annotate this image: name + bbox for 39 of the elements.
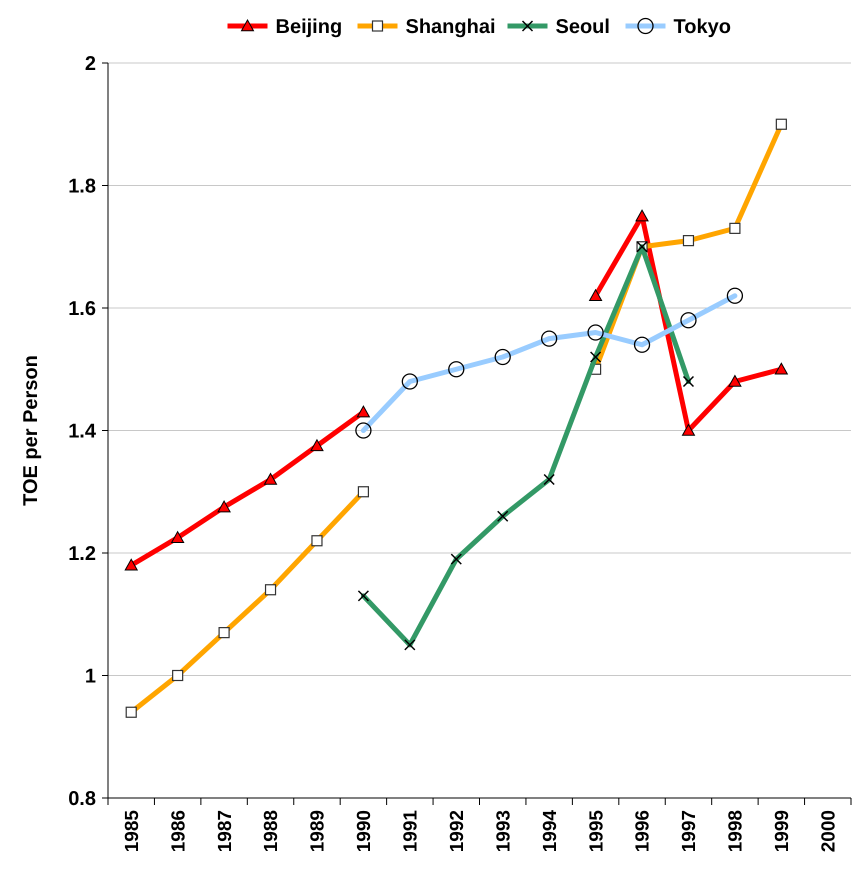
legend-label: Shanghai — [406, 16, 496, 38]
x-tick-label: 1997 — [679, 810, 700, 852]
point — [728, 375, 742, 387]
y-tick-label: 1.2 — [68, 543, 96, 565]
legend-label: Beijing — [276, 16, 342, 38]
x-tick-label: 1991 — [400, 810, 422, 852]
y-tick-label: 1.4 — [68, 420, 97, 442]
x-tick-label: 1988 — [261, 810, 282, 852]
x-tick-label: 1994 — [540, 810, 561, 852]
y-tick-label: 1.6 — [68, 298, 96, 320]
point — [774, 362, 788, 375]
y-tick-label: 2 — [84, 53, 96, 75]
y-tick-label: 0.8 — [68, 788, 96, 810]
point — [636, 210, 649, 222]
x-tick-label: 1998 — [726, 810, 747, 852]
x-tick-label: 1992 — [446, 810, 468, 852]
point — [356, 406, 370, 418]
legend-label: Tokyo — [674, 16, 731, 38]
point — [171, 531, 184, 543]
point — [124, 558, 138, 571]
x-tick-label: 1985 — [122, 810, 143, 852]
x-tick-label: 2000 — [818, 810, 840, 852]
point — [218, 500, 231, 512]
x-tick-label: 1996 — [632, 810, 654, 852]
point — [682, 424, 695, 436]
y-tick-label: 1 — [84, 666, 96, 688]
y-tick-label: 1.8 — [68, 176, 96, 198]
x-tick-label: 1999 — [772, 810, 793, 852]
x-tick-label: 1989 — [308, 810, 329, 852]
point — [310, 439, 324, 452]
x-tick-label: 1995 — [586, 810, 608, 852]
legend-label: Seoul — [556, 16, 610, 38]
x-tick-label: 1990 — [354, 810, 376, 852]
x-tick-label: 1993 — [493, 810, 514, 852]
point — [589, 289, 602, 302]
x-tick-label: 1987 — [214, 810, 236, 852]
x-tick-label: 1986 — [168, 810, 190, 852]
y-axis-title: TOE per Person — [20, 355, 42, 506]
point — [264, 473, 278, 485]
